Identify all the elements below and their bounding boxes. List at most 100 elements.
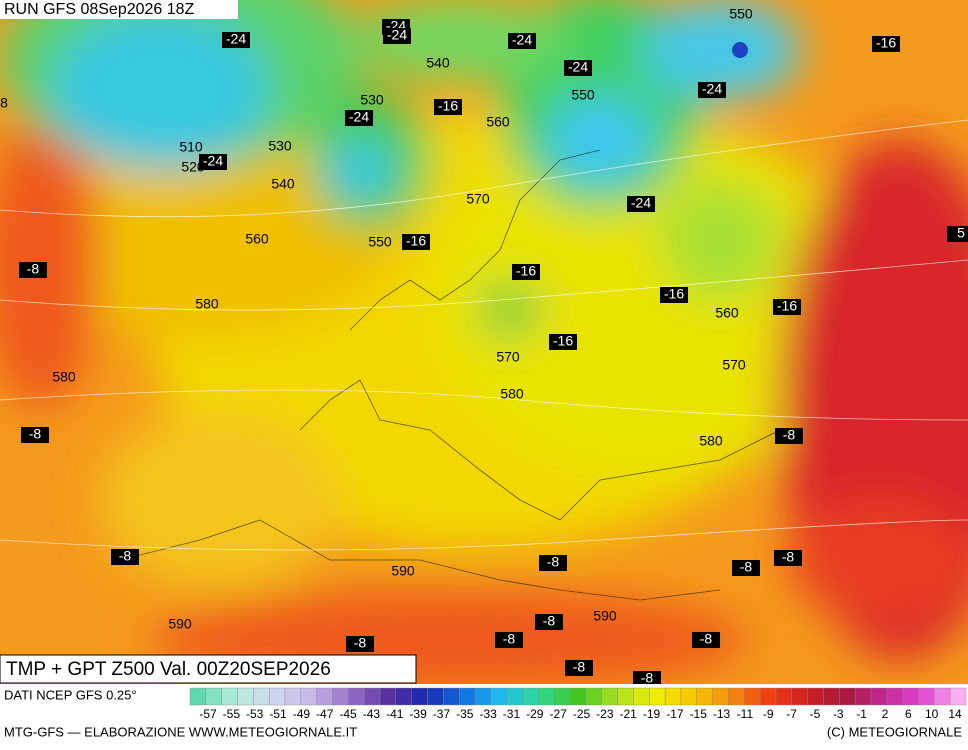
temperature-label: -8 — [29, 426, 42, 442]
scale-swatch — [633, 687, 650, 706]
scale-label: -53 — [246, 707, 264, 721]
scale-label: -11 — [737, 707, 754, 721]
scale-label: -31 — [503, 707, 521, 721]
height-label: 530 — [360, 92, 384, 108]
scale-label: -39 — [409, 707, 427, 721]
scale-label: -51 — [269, 707, 287, 721]
scale-label: -9 — [763, 707, 774, 721]
scale-label: -17 — [666, 707, 684, 721]
temperature-label: -8 — [27, 261, 40, 277]
scale-label: -55 — [223, 707, 241, 721]
temperature-label: -24 — [512, 32, 532, 48]
temperature-label: -8 — [740, 559, 753, 575]
height-label: 550 — [368, 234, 392, 250]
scale-swatch — [680, 687, 697, 706]
scale-swatch — [744, 687, 761, 706]
label-box — [495, 632, 523, 648]
scale-label: -35 — [456, 707, 474, 721]
height-label: 510 — [179, 139, 203, 155]
scale-label: -43 — [363, 707, 381, 721]
label-box — [508, 33, 536, 49]
scale-swatch — [395, 687, 412, 706]
height-label: 540 — [271, 176, 295, 192]
scale-swatch — [601, 687, 618, 706]
scale-swatch — [949, 687, 967, 706]
map-field — [0, 0, 968, 690]
scale-swatch — [854, 687, 872, 706]
scale-swatch — [474, 687, 492, 706]
scale-swatch — [522, 687, 539, 706]
height-label: 580 — [500, 386, 524, 402]
header-box — [0, 0, 238, 19]
temperature-label: -16 — [516, 263, 536, 279]
scale-label: -33 — [479, 707, 497, 721]
scale-swatch — [443, 687, 460, 706]
scale-label: -1 — [856, 707, 867, 721]
scale-swatch — [775, 687, 792, 706]
scale-label: -41 — [386, 707, 404, 721]
temperature-label: -16 — [553, 333, 573, 349]
scale-label: -13 — [713, 707, 731, 721]
scale-swatch — [728, 687, 745, 706]
label-box — [564, 60, 592, 76]
scale-swatch — [379, 687, 397, 706]
scale-label: -57 — [199, 707, 217, 721]
height-label: 560 — [245, 231, 269, 247]
scale-swatch — [205, 687, 222, 706]
height-label: 570 — [466, 191, 490, 207]
height-label: 570 — [496, 349, 520, 365]
scale-swatch — [348, 687, 365, 706]
scale-label: -37 — [433, 707, 451, 721]
temperature-label: -8 — [641, 670, 654, 686]
scale-label: -19 — [643, 707, 661, 721]
scale-swatch — [554, 687, 571, 706]
label-box — [565, 660, 593, 676]
label-box — [346, 636, 374, 652]
scale-swatch — [316, 687, 333, 706]
scale-label: 14 — [948, 707, 962, 721]
scale-swatch — [411, 687, 428, 706]
scale-swatch — [839, 687, 856, 706]
scale-swatch — [918, 687, 935, 706]
temperature-label: -8 — [543, 613, 556, 629]
label-box — [19, 262, 47, 278]
footer-right: (C) METEOGIORNALE — [827, 724, 962, 739]
temperature-label: -24 — [349, 109, 369, 125]
scale-swatch — [585, 687, 602, 706]
scale-label: -25 — [573, 707, 591, 721]
label-box — [698, 82, 726, 98]
temperature-label: -24 — [568, 59, 588, 75]
height-label: 540 — [426, 55, 450, 71]
temperature-label: -16 — [777, 298, 797, 314]
label-box — [633, 671, 661, 687]
height-label: 520 — [181, 159, 205, 175]
scale-swatch — [538, 687, 555, 706]
label-box — [402, 234, 430, 250]
height-label: 590 — [593, 608, 617, 624]
label-box — [947, 226, 968, 242]
scale-swatch — [649, 687, 666, 706]
scale-swatch — [300, 687, 317, 706]
label-box — [345, 110, 373, 126]
label-box — [692, 632, 720, 648]
scale-label: -15 — [690, 707, 708, 721]
scale-label: -45 — [339, 707, 357, 721]
scale-swatch — [490, 687, 507, 706]
temperature-label: -16 — [664, 286, 684, 302]
label-box — [773, 299, 801, 315]
scale-swatch — [823, 687, 840, 706]
scale-swatch — [759, 687, 777, 706]
temperature-label: -8 — [782, 549, 795, 565]
scale-label: -27 — [549, 707, 567, 721]
scale-swatch — [617, 687, 634, 706]
scale-label: -49 — [293, 707, 311, 721]
label-box — [549, 334, 577, 350]
temperature-label: -16 — [406, 233, 426, 249]
temperature-label: -8 — [573, 659, 586, 675]
scale-swatch — [189, 687, 207, 706]
temperature-label: -8 — [547, 554, 560, 570]
height-label: 8 — [0, 95, 8, 111]
run-label: RUN GFS 08Sep2026 18Z — [4, 1, 195, 18]
